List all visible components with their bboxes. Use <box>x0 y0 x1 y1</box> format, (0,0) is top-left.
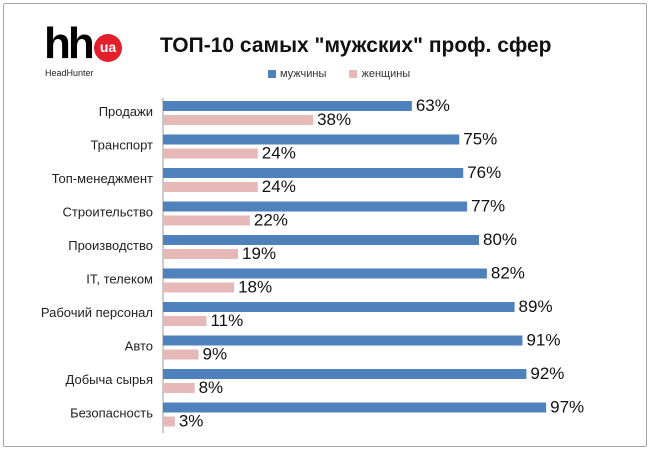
bar-men <box>163 268 487 279</box>
legend-swatch-women <box>349 70 358 78</box>
bar-men <box>163 369 527 379</box>
bar-men <box>163 335 523 346</box>
bar-men <box>163 134 460 145</box>
logo-main-text: hh <box>44 19 95 68</box>
bar-women <box>163 249 239 259</box>
legend-item-men: мужчины <box>268 68 326 80</box>
headhunter-logo: hh ua HeadHunter <box>44 22 134 82</box>
bar-women <box>163 383 195 393</box>
data-label-men: 89% <box>519 297 553 316</box>
legend-item-women: женщины <box>349 68 410 80</box>
data-label-women: 19% <box>242 244 276 263</box>
bar-men <box>163 302 515 312</box>
data-label-men: 92% <box>530 364 564 383</box>
category-label: Добыча сырья <box>66 372 153 387</box>
category-label: IT, телеком <box>86 272 153 287</box>
chart-title: ТОП-10 самых "мужских" проф. сфер <box>160 34 552 57</box>
category-label: Рабочий персонал <box>41 305 153 320</box>
bar-women <box>163 416 175 427</box>
data-label-women: 9% <box>203 345 228 364</box>
logo-subtitle: HeadHunter <box>45 68 94 78</box>
data-label-women: 8% <box>199 378 224 397</box>
data-label-men: 80% <box>483 230 517 249</box>
legend-label-women: женщины <box>361 68 411 80</box>
data-label-women: 24% <box>262 177 296 196</box>
bar-women <box>163 148 258 159</box>
bar-women <box>163 115 314 125</box>
data-label-men: 91% <box>526 331 560 350</box>
data-label-men: 82% <box>491 264 525 283</box>
bar-women <box>163 215 250 226</box>
bar-men <box>163 235 479 245</box>
bar-men <box>163 201 468 212</box>
bar-men <box>163 402 547 413</box>
bar-women <box>163 349 199 360</box>
data-label-women: 3% <box>179 412 204 431</box>
category-label: Строительство <box>63 205 153 220</box>
category-label: Топ-менеджмент <box>52 171 153 186</box>
data-label-women: 18% <box>238 278 272 297</box>
bar-women <box>163 182 258 192</box>
category-label: Производство <box>68 238 153 253</box>
bar-women <box>163 316 207 326</box>
data-label-women: 24% <box>262 144 296 163</box>
bar-men <box>163 101 412 111</box>
data-label-men: 63% <box>416 96 450 115</box>
data-label-women: 11% <box>210 311 243 330</box>
legend-swatch-men <box>268 70 276 78</box>
category-label: Транспорт <box>90 138 153 153</box>
data-label-women: 38% <box>317 110 351 129</box>
category-label: Продажи <box>99 104 153 119</box>
data-label-women: 22% <box>254 211 288 230</box>
category-label: Безопасность <box>70 406 153 421</box>
category-label: Авто <box>125 339 153 354</box>
logo-badge: ua <box>94 34 122 62</box>
data-label-men: 97% <box>550 398 584 417</box>
data-label-men: 77% <box>471 197 505 216</box>
data-label-men: 75% <box>463 130 497 149</box>
bar-women <box>163 282 235 293</box>
data-label-men: 76% <box>467 163 501 182</box>
chart-legend: мужчины женщины <box>268 68 430 81</box>
bar-men <box>163 168 464 178</box>
legend-label-men: мужчины <box>280 68 327 80</box>
